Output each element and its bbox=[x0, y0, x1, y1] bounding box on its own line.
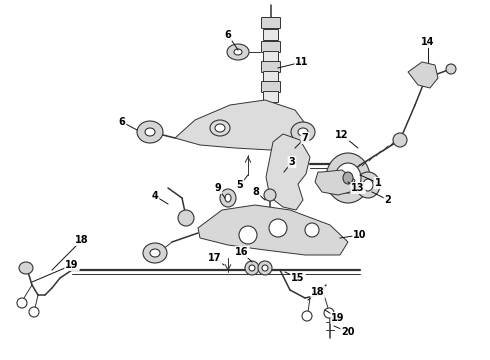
Ellipse shape bbox=[245, 261, 259, 275]
Text: 17: 17 bbox=[208, 253, 222, 263]
Polygon shape bbox=[175, 100, 310, 150]
Text: 5: 5 bbox=[237, 180, 244, 190]
Ellipse shape bbox=[305, 223, 319, 237]
Text: 16: 16 bbox=[235, 247, 249, 257]
Text: 7: 7 bbox=[302, 133, 308, 143]
Text: 10: 10 bbox=[353, 230, 367, 240]
Ellipse shape bbox=[145, 128, 155, 136]
Ellipse shape bbox=[356, 172, 380, 198]
Text: 6: 6 bbox=[119, 117, 125, 127]
Ellipse shape bbox=[227, 44, 249, 60]
Text: 3: 3 bbox=[289, 157, 295, 167]
Ellipse shape bbox=[143, 243, 167, 263]
FancyBboxPatch shape bbox=[262, 18, 280, 28]
Ellipse shape bbox=[234, 49, 242, 55]
Ellipse shape bbox=[258, 261, 272, 275]
Polygon shape bbox=[408, 62, 438, 88]
Ellipse shape bbox=[302, 311, 312, 321]
FancyBboxPatch shape bbox=[264, 72, 278, 82]
FancyBboxPatch shape bbox=[262, 62, 280, 72]
Ellipse shape bbox=[215, 124, 225, 132]
Text: 13: 13 bbox=[351, 183, 365, 193]
Ellipse shape bbox=[19, 262, 33, 274]
Ellipse shape bbox=[137, 121, 163, 143]
Ellipse shape bbox=[335, 163, 361, 193]
Ellipse shape bbox=[291, 122, 315, 142]
Text: 18: 18 bbox=[311, 287, 325, 297]
Text: 12: 12 bbox=[335, 130, 349, 140]
Ellipse shape bbox=[220, 189, 236, 207]
Polygon shape bbox=[198, 205, 348, 255]
Ellipse shape bbox=[298, 128, 308, 136]
Ellipse shape bbox=[264, 189, 276, 201]
Text: 8: 8 bbox=[252, 187, 259, 197]
Text: 4: 4 bbox=[151, 191, 158, 201]
Ellipse shape bbox=[324, 308, 334, 318]
Text: 15: 15 bbox=[291, 273, 305, 283]
Text: 18: 18 bbox=[75, 235, 89, 245]
FancyBboxPatch shape bbox=[264, 30, 278, 41]
Polygon shape bbox=[315, 170, 355, 195]
Ellipse shape bbox=[446, 64, 456, 74]
Ellipse shape bbox=[265, 110, 277, 120]
Text: 11: 11 bbox=[295, 57, 309, 67]
Ellipse shape bbox=[150, 249, 160, 257]
Text: 9: 9 bbox=[215, 183, 221, 193]
Ellipse shape bbox=[29, 307, 39, 317]
Text: 19: 19 bbox=[65, 260, 79, 270]
Ellipse shape bbox=[343, 172, 353, 184]
Ellipse shape bbox=[210, 120, 230, 136]
Polygon shape bbox=[266, 134, 310, 210]
Ellipse shape bbox=[225, 194, 231, 202]
FancyBboxPatch shape bbox=[264, 91, 278, 103]
Text: 20: 20 bbox=[341, 327, 355, 337]
FancyBboxPatch shape bbox=[262, 41, 280, 53]
Ellipse shape bbox=[269, 219, 287, 237]
Text: 19: 19 bbox=[331, 313, 345, 323]
Ellipse shape bbox=[249, 265, 255, 271]
Text: 1: 1 bbox=[375, 178, 381, 188]
Ellipse shape bbox=[363, 179, 373, 191]
Ellipse shape bbox=[326, 153, 370, 203]
Ellipse shape bbox=[17, 298, 27, 308]
Ellipse shape bbox=[393, 133, 407, 147]
FancyBboxPatch shape bbox=[262, 81, 280, 93]
Ellipse shape bbox=[239, 226, 257, 244]
Ellipse shape bbox=[178, 210, 194, 226]
Text: 2: 2 bbox=[385, 195, 392, 205]
FancyBboxPatch shape bbox=[264, 51, 278, 63]
Text: 6: 6 bbox=[224, 30, 231, 40]
Text: 14: 14 bbox=[421, 37, 435, 47]
Ellipse shape bbox=[262, 265, 268, 271]
